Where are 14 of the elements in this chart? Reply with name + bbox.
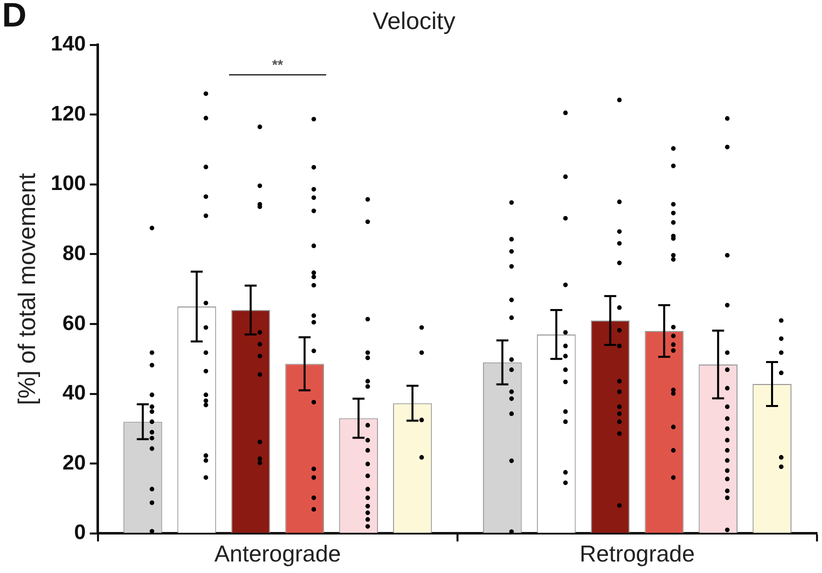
y-tick-label: 0	[74, 521, 86, 544]
chart-title: Velocity	[372, 8, 456, 36]
y-tick-label: 60	[62, 312, 86, 335]
annotation: **	[272, 56, 284, 73]
y-tick-label: 20	[62, 451, 86, 474]
y-tick-label: 40	[62, 382, 86, 405]
y-tick-label: 140	[50, 32, 86, 56]
x-tick-label: Retrograde	[580, 540, 695, 567]
text: D	[2, 0, 27, 34]
y-tick-label: 100	[50, 172, 86, 196]
y-tick-label: 120	[50, 102, 86, 126]
x-tick-label: Anterograde	[214, 540, 341, 567]
y-tick-label: 80	[62, 242, 86, 265]
y-axis-title: [%] of total movement	[14, 172, 42, 406]
